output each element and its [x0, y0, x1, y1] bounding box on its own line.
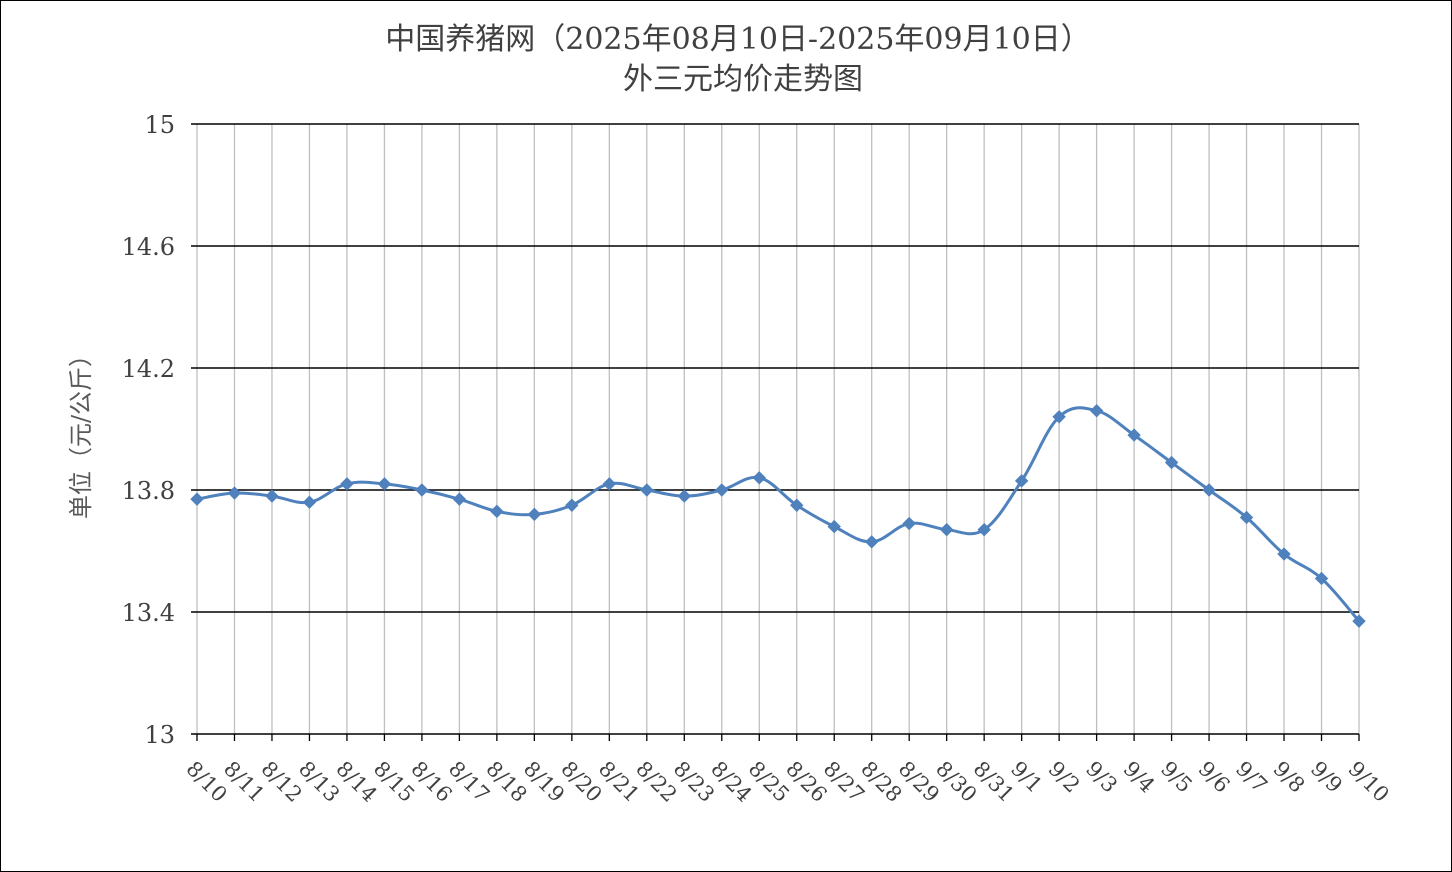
x-tick-label: 9/9	[1306, 757, 1347, 798]
data-point-8-12	[265, 489, 279, 503]
x-tick-label: 8/28	[856, 757, 906, 807]
x-tick-label: 8/23	[669, 757, 719, 807]
data-point-8-20	[565, 498, 579, 512]
x-tick-label: 8/31	[969, 757, 1019, 807]
data-point-8-13	[302, 495, 317, 509]
data-point-9-5	[1164, 455, 1179, 470]
x-tick-label: 8/22	[631, 757, 681, 807]
data-point-8-24	[715, 483, 729, 497]
vertical-gridlines	[196, 124, 1360, 734]
series-line	[196, 406, 1361, 623]
x-tick-label: 9/2	[1044, 757, 1085, 798]
y-tick-label: 14.6	[122, 233, 175, 261]
x-tick-label: 9/6	[1194, 757, 1235, 798]
data-point-9-10	[1352, 614, 1366, 628]
data-point-8-23	[677, 489, 691, 503]
y-tick-label: 14.2	[122, 355, 175, 383]
data-point-9-4	[1127, 428, 1141, 442]
y-tick-label: 15	[144, 111, 175, 139]
x-tick-labels: 8/108/118/128/138/148/158/168/178/188/19…	[181, 734, 1394, 807]
chart-title-line-1: 中国养猪网（2025年08月10日-2025年09月10日）	[385, 22, 1091, 57]
x-tick-label: 8/11	[219, 757, 269, 807]
data-point-9-7	[1239, 510, 1254, 525]
data-point-8-16	[415, 483, 429, 497]
x-tick-label: 8/14	[331, 757, 381, 807]
data-point-9-8	[1277, 547, 1291, 561]
data-point-8-28	[865, 535, 879, 549]
x-tick-label: 9/5	[1156, 757, 1197, 798]
x-tick-label: 8/30	[931, 757, 981, 807]
data-point-9-1	[1014, 474, 1029, 488]
x-tick-label: 8/19	[519, 757, 569, 807]
data-point-8-25	[752, 471, 766, 485]
x-tick-label: 8/27	[819, 757, 869, 807]
data-point-8-21	[602, 477, 617, 491]
data-point-8-30	[939, 522, 954, 537]
y-tick-labels: 13 13.4 13.8 14.2 14.6 15	[122, 111, 175, 749]
data-point-8-17	[452, 492, 467, 506]
x-tick-label: 9/10	[1343, 757, 1393, 807]
x-tick-label: 8/24	[706, 757, 756, 807]
x-tick-label: 8/12	[256, 757, 306, 807]
x-tick-label: 8/20	[556, 757, 606, 807]
x-tick-label: 8/16	[406, 757, 456, 807]
data-point-8-14	[340, 477, 354, 491]
data-point-8-31	[977, 522, 991, 537]
y-tick-label: 13	[144, 721, 175, 749]
x-tick-label: 8/17	[444, 757, 494, 807]
x-tick-label: 9/8	[1268, 757, 1309, 798]
x-tick-label: 8/18	[481, 757, 531, 807]
price-series	[190, 403, 1366, 628]
data-point-9-6	[1202, 483, 1216, 497]
x-tick-label: 9/4	[1119, 757, 1160, 798]
data-point-8-19	[527, 507, 542, 522]
x-tick-label: 9/7	[1231, 757, 1272, 798]
x-tick-label: 8/10	[181, 757, 231, 807]
data-point-8-27	[827, 519, 841, 534]
y-tick-label: 13.8	[122, 477, 175, 505]
data-point-8-22	[640, 483, 654, 497]
data-point-8-11	[227, 486, 242, 500]
data-point-8-15	[377, 477, 392, 491]
data-point-8-18	[490, 504, 504, 519]
data-point-8-26	[790, 498, 804, 512]
y-tick-label: 13.4	[122, 599, 175, 627]
horizontal-gridlines	[191, 123, 1359, 735]
x-tick-label: 9/3	[1081, 757, 1122, 798]
data-point-8-29	[902, 516, 916, 531]
chart-title-line-2: 外三元均价走势图	[623, 62, 863, 97]
y-axis-label: 单位（元/公斤）	[67, 343, 95, 519]
x-tick-label: 8/13	[294, 757, 344, 807]
data-point-9-3	[1089, 403, 1104, 418]
x-tick-label: 8/25	[744, 757, 794, 807]
data-point-9-9	[1314, 571, 1329, 586]
x-tick-label: 8/26	[781, 757, 831, 807]
data-point-8-10	[190, 492, 204, 506]
x-tick-label: 8/29	[894, 757, 944, 807]
x-tick-label: 8/21	[594, 757, 644, 807]
data-point-9-2	[1052, 410, 1066, 424]
x-tick-label: 8/15	[369, 757, 419, 807]
